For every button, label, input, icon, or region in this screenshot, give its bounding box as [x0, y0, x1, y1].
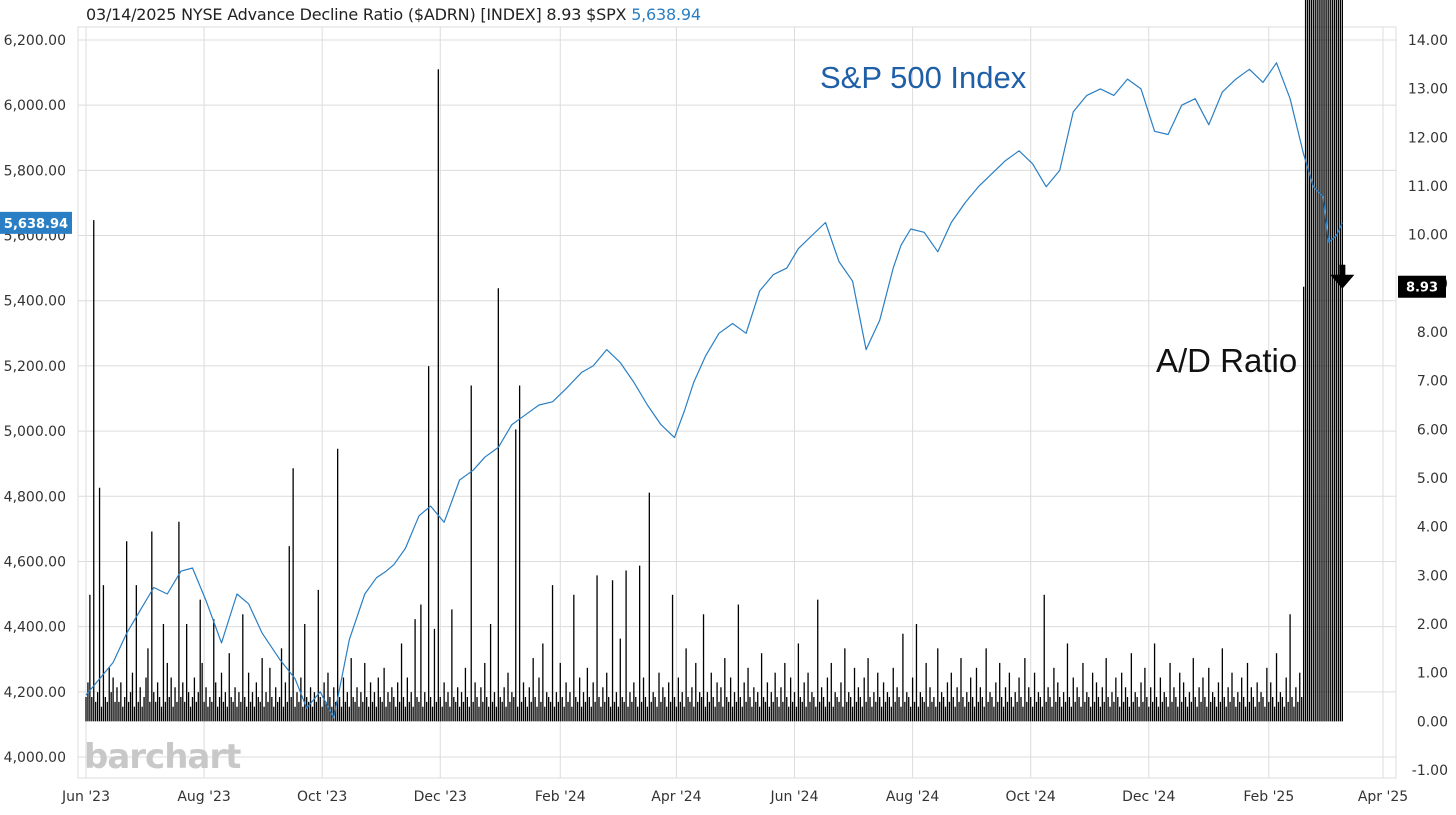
left-tick-label: 4,200.00 [4, 685, 66, 701]
right-tick-label: 8.00 [1417, 325, 1448, 341]
x-tick-label: Apr '24 [651, 789, 701, 805]
grid [77, 26, 1397, 779]
x-tick-label: Feb '25 [1243, 789, 1294, 805]
ad-ratio-bars [85, 0, 1343, 722]
x-tick-label: Jun '24 [770, 789, 819, 805]
x-tick-label: Jun '23 [61, 789, 110, 805]
header-date: 03/14/2025 [86, 5, 177, 24]
left-tick-label: 4,400.00 [4, 620, 66, 636]
left-tick-label: 6,200.00 [4, 33, 66, 49]
header-spx-value: 5,638.94 [631, 5, 701, 24]
header-title: NYSE Advance Decline Ratio ($ADRN) [INDE… [181, 5, 542, 24]
left-tick-label: 5,800.00 [4, 163, 66, 179]
right-tick-label: 10.00 [1408, 228, 1448, 244]
right-tick-label: 1.00 [1417, 666, 1448, 682]
spx-line [85, 62, 1343, 719]
x-tick-label: Oct '24 [1006, 789, 1056, 805]
down-arrow-icon [1330, 274, 1355, 289]
header-ad-value: 8.93 [546, 5, 582, 24]
chart-header: 03/14/2025 NYSE Advance Decline Ratio ($… [86, 5, 701, 24]
left-last-value-badge [0, 211, 72, 234]
x-tick-label: Apr '25 [1358, 789, 1408, 805]
left-tick-label: 4,000.00 [4, 750, 66, 766]
right-tick-label: 14.00 [1408, 33, 1448, 49]
right-last-value-badge [1398, 275, 1446, 298]
right-tick-label: 3.00 [1417, 568, 1448, 584]
spx-series-label: S&P 500 Index [820, 60, 1027, 95]
x-tick-label: Oct '23 [297, 789, 347, 805]
right-tick-label: -1.00 [1412, 763, 1448, 779]
left-tick-label: 4,600.00 [4, 554, 66, 570]
arrow-shaft-icon [1339, 264, 1346, 277]
x-tick-label: Aug '24 [886, 789, 940, 805]
header-spx-symbol: $SPX [586, 5, 627, 24]
left-tick-label: 5,000.00 [4, 424, 66, 440]
right-tick-label: 2.00 [1417, 617, 1448, 633]
x-tick-label: Dec '23 [414, 789, 467, 805]
left-last-value-label: 5,638.94 [4, 217, 68, 232]
right-last-value-label: 8.93 [1406, 281, 1438, 296]
plot-border [77, 26, 1397, 779]
ad-series-label: A/D Ratio [1156, 342, 1297, 379]
right-tick-label: 12.00 [1408, 130, 1448, 146]
right-tick-label: 6.00 [1417, 422, 1448, 438]
right-tick-label: 13.00 [1408, 82, 1448, 98]
x-tick-label: Feb '24 [535, 789, 586, 805]
x-tick-label: Aug '23 [177, 789, 230, 805]
spx-line-series [85, 62, 1343, 719]
right-tick-label: 0.00 [1417, 714, 1448, 730]
x-tick-label: Dec '24 [1122, 789, 1175, 805]
right-tick-label: 7.00 [1417, 374, 1448, 390]
barchart-watermark: barchart [84, 737, 241, 777]
right-tick-label: 4.00 [1417, 520, 1448, 536]
left-tick-label: 5,200.00 [4, 359, 66, 375]
right-tick-label: 11.00 [1408, 179, 1448, 195]
left-tick-label: 6,000.00 [4, 98, 66, 114]
left-tick-label: 4,800.00 [4, 489, 66, 505]
markers: 5,638.94 8.93 [0, 211, 1446, 298]
right-tick-label: 5.00 [1417, 471, 1448, 487]
left-tick-label: 5,400.00 [4, 294, 66, 310]
